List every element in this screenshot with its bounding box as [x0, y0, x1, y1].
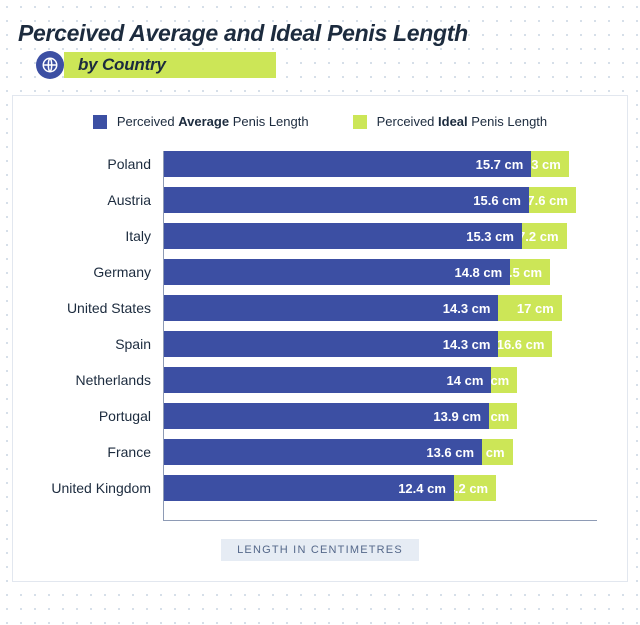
bar-avg: 15.3 cm [163, 223, 522, 249]
bar-area: 17.2 cm15.3 cm [163, 223, 597, 249]
chart-row: France14.9 cm13.6 cm [43, 439, 597, 465]
chart-row: Spain16.6 cm14.3 cm [43, 331, 597, 357]
chart-subtitle: by Country [64, 52, 276, 78]
bar-area: 14.2 cm12.4 cm [163, 475, 597, 501]
chart-row: Italy17.2 cm15.3 cm [43, 223, 597, 249]
chart-row: Netherlands15.1 cm14 cm [43, 367, 597, 393]
legend-avg-swatch [93, 115, 107, 129]
bar-avg: 14.3 cm [163, 331, 498, 357]
chart-row: Portugal15.1 cm13.9 cm [43, 403, 597, 429]
legend-ideal: Perceived Ideal Penis Length [353, 114, 548, 129]
subtitle-row: by Country [18, 51, 628, 79]
chart-row: Poland17.3 cm15.7 cm [43, 151, 597, 177]
bar-area: 16.5 cm14.8 cm [163, 259, 597, 285]
legend-ideal-label: Perceived Ideal Penis Length [377, 114, 548, 129]
legend-avg-label: Perceived Average Penis Length [117, 114, 309, 129]
row-label: Austria [43, 187, 163, 213]
legend-ideal-swatch [353, 115, 367, 129]
chart-row: United States17 cm14.3 cm [43, 295, 597, 321]
row-label: France [43, 439, 163, 465]
x-axis [163, 520, 597, 521]
bar-avg: 14.3 cm [163, 295, 498, 321]
bar-avg: 14 cm [163, 367, 491, 393]
bar-area: 17.6 cm15.6 cm [163, 187, 597, 213]
bar-avg: 15.6 cm [163, 187, 529, 213]
bar-area: 14.9 cm13.6 cm [163, 439, 597, 465]
chart-row: United Kingdom14.2 cm12.4 cm [43, 475, 597, 501]
x-axis-label: LENGTH IN CENTIMETRES [221, 539, 419, 561]
row-label: Portugal [43, 403, 163, 429]
row-label: Poland [43, 151, 163, 177]
globe-icon [36, 51, 64, 79]
y-axis [163, 151, 164, 521]
row-label: Spain [43, 331, 163, 357]
chart-row: Austria17.6 cm15.6 cm [43, 187, 597, 213]
row-label: United States [43, 295, 163, 321]
bar-avg: 15.7 cm [163, 151, 531, 177]
bar-chart: Poland17.3 cm15.7 cmAustria17.6 cm15.6 c… [43, 151, 597, 521]
bar-avg: 12.4 cm [163, 475, 454, 501]
bar-avg: 14.8 cm [163, 259, 510, 285]
bar-avg: 13.6 cm [163, 439, 482, 465]
legend: Perceived Average Penis Length Perceived… [43, 114, 597, 129]
bar-area: 15.1 cm14 cm [163, 367, 597, 393]
bar-area: 15.1 cm13.9 cm [163, 403, 597, 429]
legend-avg: Perceived Average Penis Length [93, 114, 309, 129]
row-label: Italy [43, 223, 163, 249]
chart-panel: Perceived Average Penis Length Perceived… [12, 95, 628, 582]
bar-avg: 13.9 cm [163, 403, 489, 429]
bar-area: 17 cm14.3 cm [163, 295, 597, 321]
header: Perceived Average and Ideal Penis Length… [12, 12, 628, 85]
row-label: Germany [43, 259, 163, 285]
bar-area: 17.3 cm15.7 cm [163, 151, 597, 177]
bar-area: 16.6 cm14.3 cm [163, 331, 597, 357]
chart-row: Germany16.5 cm14.8 cm [43, 259, 597, 285]
row-label: United Kingdom [43, 475, 163, 501]
chart-title: Perceived Average and Ideal Penis Length [18, 20, 628, 47]
row-label: Netherlands [43, 367, 163, 393]
